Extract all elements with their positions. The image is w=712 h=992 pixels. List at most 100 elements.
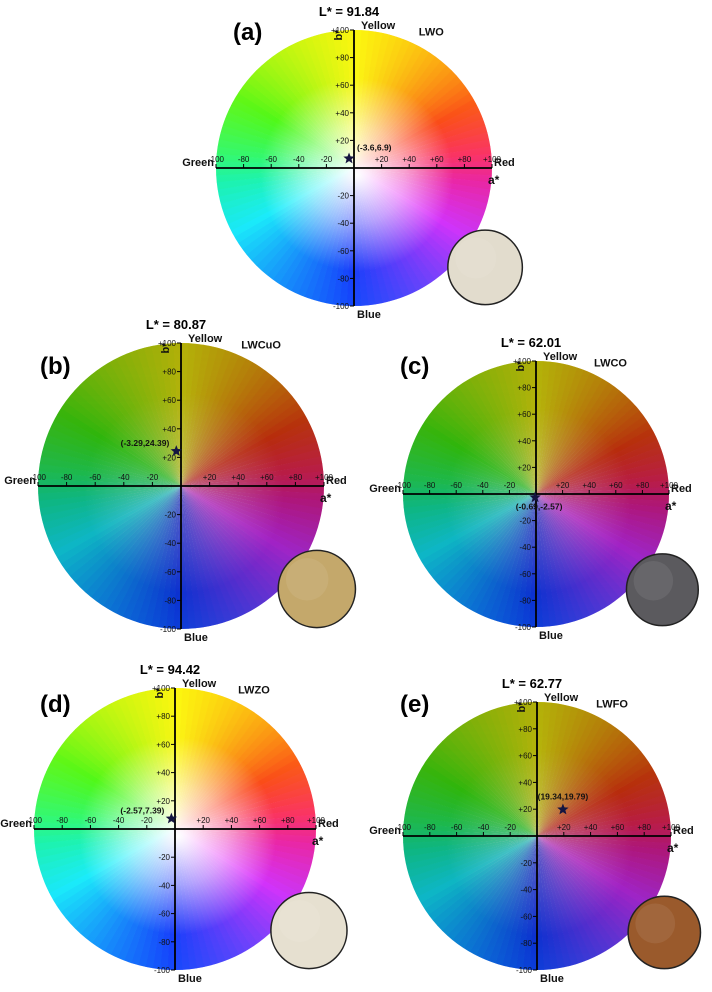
y-tick-label: +100: [513, 357, 532, 366]
x-tick-label: -20: [141, 816, 153, 825]
y-tick-label: -40: [337, 219, 349, 228]
y-tick-label: +20: [156, 797, 170, 806]
b-axis-title: b*: [515, 360, 527, 372]
y-tick-label: +40: [156, 769, 170, 778]
axis-label-red: Red: [494, 157, 515, 169]
y-tick-label: -40: [158, 881, 170, 890]
y-tick-label: +40: [162, 425, 176, 434]
x-tick-label: +40: [584, 823, 598, 832]
y-tick-label: +100: [152, 684, 171, 693]
a-axis-title: a*: [312, 834, 324, 848]
y-tick-label: -40: [519, 543, 531, 552]
x-tick-label: -40: [118, 473, 130, 482]
x-tick-label: +80: [281, 816, 295, 825]
data-point-label: (-0.69,-2.57): [516, 501, 563, 511]
x-tick-label: -80: [56, 816, 68, 825]
y-tick-label: +20: [335, 136, 349, 145]
panel-a: -100 -80 -60 -40 -20 +20 +40 +60 +80 +100 +100 +80 +…: [182, 4, 524, 321]
x-tick-label: -20: [321, 155, 333, 164]
x-tick-label: -40: [477, 481, 489, 490]
x-tick-label: +80: [289, 473, 303, 482]
y-tick-label: -100: [154, 966, 171, 975]
x-tick-label: +100: [660, 481, 679, 490]
y-tick-label: -60: [519, 570, 531, 579]
y-tick-label: -80: [519, 596, 531, 605]
axis-label-yellow: Yellow: [361, 20, 396, 32]
y-tick-label: -80: [164, 596, 176, 605]
b-axis-title: b*: [160, 342, 172, 354]
y-tick-label: +100: [331, 26, 350, 35]
x-tick-label: -60: [451, 823, 463, 832]
x-tick-label: -100: [26, 816, 43, 825]
sample-name: LWCuO: [241, 340, 281, 352]
y-tick-label: +60: [517, 410, 531, 419]
sample-swatch: [277, 549, 357, 629]
axis-label-blue: Blue: [540, 973, 564, 985]
panel-e: -100 -80 -60 -40 -20 +20 +40 +60 +80 +100+100+80+…: [369, 676, 702, 985]
axis-label-green: Green: [4, 475, 36, 487]
axis-label-green: Green: [369, 483, 401, 495]
x-tick-label: -100: [30, 473, 47, 482]
x-tick-label: -40: [113, 816, 125, 825]
x-tick-label: +100: [483, 155, 502, 164]
x-tick-label: +40: [582, 481, 596, 490]
x-tick-label: -80: [424, 823, 436, 832]
swatch-highlight: [285, 558, 329, 601]
y-tick-label: -20: [337, 192, 349, 201]
x-tick-label: +40: [231, 473, 245, 482]
axis-label-yellow: Yellow: [544, 692, 579, 704]
x-tick-label: -40: [293, 155, 305, 164]
swatch-highlight: [635, 903, 676, 944]
panel-label: (a): [233, 19, 262, 46]
x-tick-label: +100: [307, 816, 326, 825]
x-tick-label: +20: [375, 155, 389, 164]
sample-name: LWCO: [594, 357, 627, 369]
swatch-highlight: [455, 237, 497, 279]
y-tick-label: -40: [164, 539, 176, 548]
axis-label-green: Green: [0, 818, 32, 830]
data-point-star: [529, 491, 541, 503]
axis-label-yellow: Yellow: [543, 351, 578, 363]
y-tick-label: +80: [518, 725, 532, 734]
x-tick-label: -100: [208, 155, 225, 164]
axis-label-green: Green: [182, 157, 214, 169]
lightness-label: L* = 80.87: [146, 317, 206, 332]
axis-label-red: Red: [671, 483, 692, 495]
sample-name: LWZO: [238, 685, 270, 697]
axis-label-red: Red: [673, 825, 694, 837]
axis-label-yellow: Yellow: [188, 333, 223, 345]
data-point-label: (-3.6,6.9): [357, 142, 392, 152]
color-wheel: [34, 688, 316, 970]
y-tick-label: -40: [520, 886, 532, 895]
y-tick-label: +60: [156, 740, 170, 749]
panel-b: -100 -80 -60 -40 -20 +20 +40 +60 +80 +100 +100 +80 +…: [4, 317, 357, 644]
y-tick-label: -20: [158, 853, 170, 862]
x-tick-label: -80: [424, 481, 436, 490]
b-axis-title: b*: [333, 29, 345, 41]
sample-name: LWFO: [596, 698, 628, 710]
x-tick-label: -60: [450, 481, 462, 490]
y-tick-label: +80: [156, 712, 170, 721]
y-tick-label: -80: [158, 938, 170, 947]
y-tick-label: -100: [515, 623, 532, 632]
x-tick-label: -60: [85, 816, 97, 825]
a-axis-title: a*: [665, 499, 677, 513]
a-axis-title: a*: [320, 491, 332, 505]
data-point-star: [165, 812, 178, 824]
y-tick-label: +80: [335, 54, 349, 63]
data-point-star: [170, 445, 182, 456]
y-tick-label: +40: [518, 778, 532, 787]
x-tick-label: -100: [395, 823, 412, 832]
x-tick-label: -100: [395, 481, 412, 490]
x-tick-label: +20: [196, 816, 210, 825]
axis-label-red: Red: [318, 818, 339, 830]
a-axis-title: a*: [667, 841, 679, 855]
y-tick-label: +40: [517, 437, 531, 446]
x-tick-label: -20: [147, 473, 159, 482]
axis-label-green: Green: [369, 825, 401, 837]
x-tick-label: -20: [504, 823, 516, 832]
x-tick-label: -60: [265, 155, 277, 164]
lightness-label: L* = 62.77: [502, 676, 562, 691]
x-tick-label: +100: [315, 473, 334, 482]
